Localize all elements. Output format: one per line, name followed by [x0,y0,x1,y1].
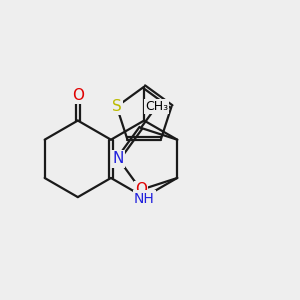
Text: CH₃: CH₃ [145,100,168,113]
Text: S: S [112,99,122,114]
Text: O: O [135,182,147,197]
Text: NH: NH [134,192,154,206]
Text: N: N [113,151,124,166]
Text: O: O [72,88,84,103]
